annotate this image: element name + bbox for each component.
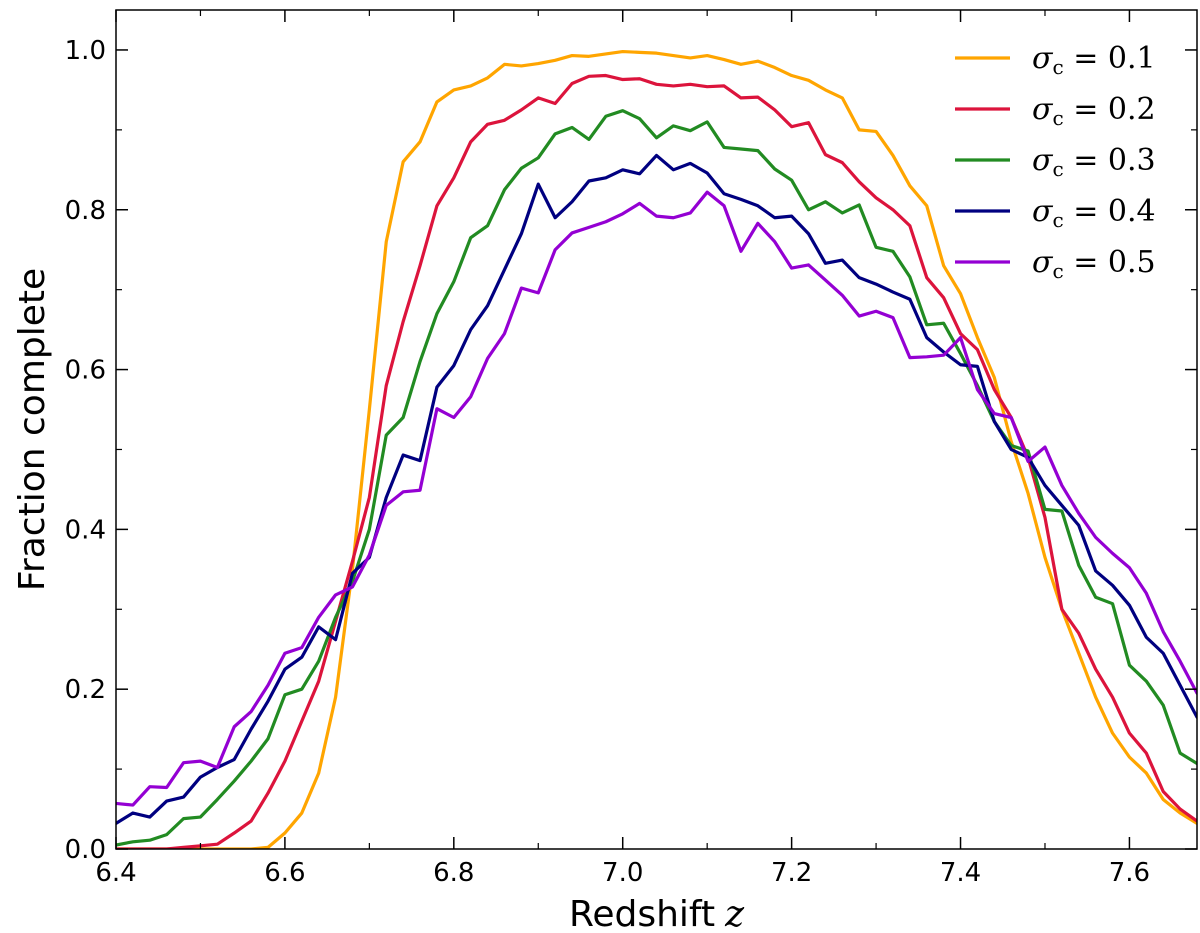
legend-value: = 0.5: [1064, 245, 1156, 280]
legend-subscript: c: [1052, 106, 1063, 130]
x-tick-label: 6.4: [95, 858, 136, 888]
x-tick-label: 6.8: [433, 858, 474, 888]
x-tick-label: 7.0: [602, 858, 643, 888]
legend: σc = 0.1σc = 0.2σc = 0.3σc = 0.4σc = 0.5: [955, 41, 1156, 283]
axis-tick-labels: 6.4 6.6 6.8 7.0 7.2 7.4 7.6 0.0 0.2 0.4 0.6 0.8 1.0: [65, 36, 1150, 888]
plot-series-group: [116, 49, 1197, 849]
x-tick-label: 7.2: [771, 858, 812, 888]
plot-frame: [115, 9, 1198, 850]
legend-symbol: σ: [1032, 143, 1054, 178]
series-line-4: [116, 153, 1197, 826]
y-tick-label: 0.6: [65, 356, 106, 386]
legend-entry-4: σc = 0.4: [1032, 194, 1156, 232]
y-tick-label: 0.0: [65, 835, 106, 865]
legend-entry-1: σc = 0.1: [1032, 41, 1156, 79]
legend-subscript: c: [1052, 55, 1063, 79]
y-tick-label: 0.8: [65, 196, 106, 226]
legend-entry-2: σc = 0.2: [1032, 92, 1156, 130]
series-line-1: [116, 49, 1197, 849]
y-tick-label: 0.2: [65, 675, 106, 705]
legend-value: = 0.2: [1064, 92, 1156, 127]
legend-entry-3: σc = 0.3: [1032, 143, 1156, 181]
legend-symbol: σ: [1032, 194, 1054, 229]
legend-subscript: c: [1052, 208, 1063, 232]
legend-symbol: σ: [1032, 245, 1054, 280]
axis-ticks: [115, 10, 1197, 850]
y-tick-label: 1.0: [65, 36, 106, 66]
legend-symbol: σ: [1032, 92, 1054, 127]
legend-value: = 0.3: [1064, 143, 1156, 178]
y-tick-label: 0.4: [65, 515, 106, 545]
x-tick-label: 7.4: [940, 858, 981, 888]
x-axis-label-text: Redshift: [569, 894, 715, 933]
legend-subscript: c: [1052, 259, 1063, 283]
legend-subscript: c: [1052, 157, 1063, 181]
legend-symbol: σ: [1032, 41, 1054, 76]
x-axis-label: Redshift z: [569, 894, 745, 933]
x-axis-label-variable: z: [724, 894, 745, 933]
legend-value: = 0.4: [1064, 194, 1156, 229]
x-tick-label: 7.6: [1109, 858, 1150, 888]
legend-entry-5: σc = 0.5: [1032, 245, 1156, 283]
series-line-3: [116, 109, 1197, 847]
series-line-5: [116, 190, 1197, 807]
y-axis-label: Fraction complete: [12, 268, 53, 591]
legend-value: = 0.1: [1064, 41, 1156, 76]
x-tick-label: 6.6: [264, 858, 305, 888]
